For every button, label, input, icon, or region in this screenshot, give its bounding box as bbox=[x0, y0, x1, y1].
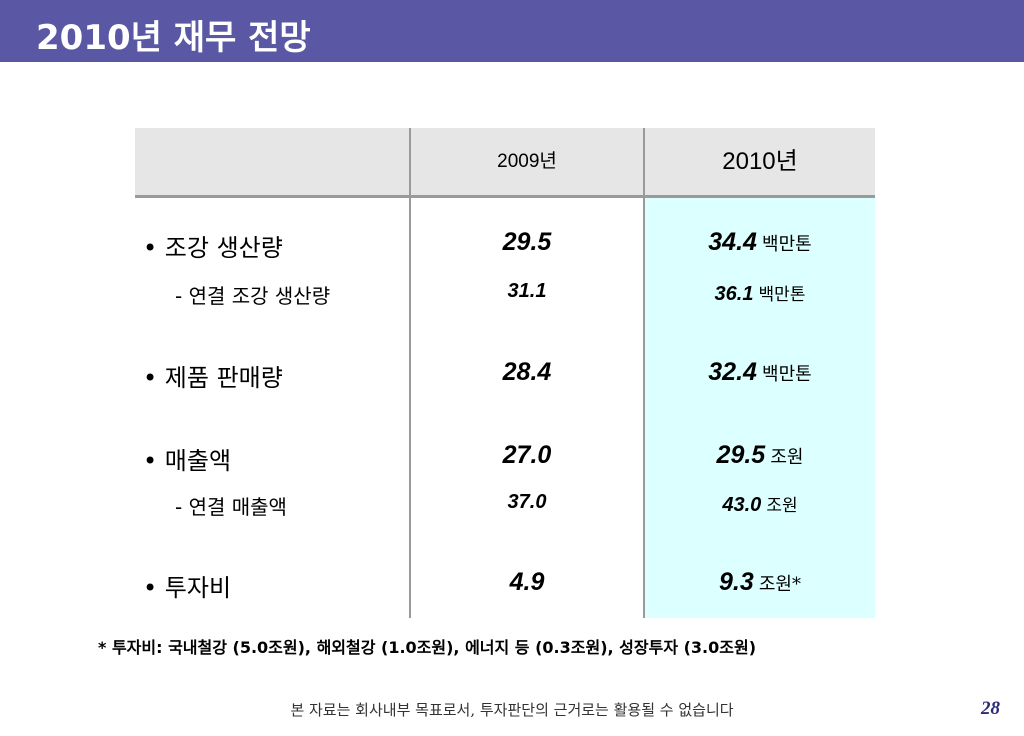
slide-title: 2010년 재무 전망 bbox=[36, 18, 311, 58]
header-2009: 2009년 bbox=[497, 151, 557, 172]
value-2009: 37.0 bbox=[507, 491, 547, 513]
value-2010-number: 43.0 bbox=[722, 494, 762, 516]
value-2009: 28.4 bbox=[502, 358, 552, 386]
value-2010-number: 9.3 bbox=[719, 568, 754, 596]
column-divider bbox=[409, 128, 411, 618]
value-unit: 백만톤 bbox=[762, 234, 812, 255]
row-label: - 연결 매출액 bbox=[175, 495, 287, 519]
page-number: 28 bbox=[981, 698, 1000, 719]
value-2010: 32.4 백만톤 bbox=[645, 358, 875, 387]
value-unit: 조원 bbox=[766, 496, 798, 516]
disclaimer: 본 자료는 회사내부 목표로서, 투자판단의 근거로는 활용될 수 없습니다 bbox=[290, 701, 734, 719]
value-2010: 9.3 조원* bbox=[645, 568, 875, 597]
value-unit: 조원 bbox=[770, 447, 804, 468]
row-label: • 투자비 bbox=[143, 574, 232, 602]
value-2009: 4.9 bbox=[509, 568, 545, 596]
column-divider bbox=[643, 128, 645, 618]
value-unit: 백만톤 bbox=[758, 285, 806, 305]
value-2010: 29.5 조원 bbox=[645, 441, 875, 470]
title-bar: 2010년 재무 전망 bbox=[0, 0, 1024, 62]
row-label: • 조강 생산량 bbox=[143, 234, 283, 262]
header-cell-2010 bbox=[645, 128, 875, 198]
value-2010: 43.0 조원 bbox=[645, 491, 875, 517]
row-label: - 연결 조강 생산량 bbox=[175, 284, 331, 308]
header-cell-2009 bbox=[411, 128, 643, 198]
value-2010: 34.4 백만톤 bbox=[645, 228, 875, 257]
value-unit: 조원* bbox=[758, 574, 801, 595]
header-cell-blank bbox=[135, 128, 410, 198]
value-2009: 31.1 bbox=[507, 280, 547, 302]
value-2010: 36.1 백만톤 bbox=[645, 280, 875, 306]
value-2010-number: 34.4 bbox=[708, 228, 757, 256]
highlight-column-2010 bbox=[645, 198, 875, 618]
row-label: • 제품 판매량 bbox=[143, 364, 283, 392]
row-label: • 매출액 bbox=[143, 447, 232, 475]
value-2009: 29.5 bbox=[502, 228, 552, 256]
investment-footnote: * 투자비: 국내철강 (5.0조원), 해외철강 (1.0조원), 에너지 등… bbox=[98, 638, 757, 657]
value-2010-number: 29.5 bbox=[716, 441, 766, 469]
value-2009: 27.0 bbox=[502, 441, 552, 469]
header-2010: 2010년 bbox=[722, 148, 798, 175]
value-unit: 백만톤 bbox=[762, 364, 812, 385]
value-2010-number: 36.1 bbox=[714, 283, 754, 305]
value-2010-number: 32.4 bbox=[708, 358, 757, 386]
forecast-table: 2009년 2010년 • 조강 생산량 29.5 34.4 백만톤 - 연결 … bbox=[135, 128, 875, 618]
